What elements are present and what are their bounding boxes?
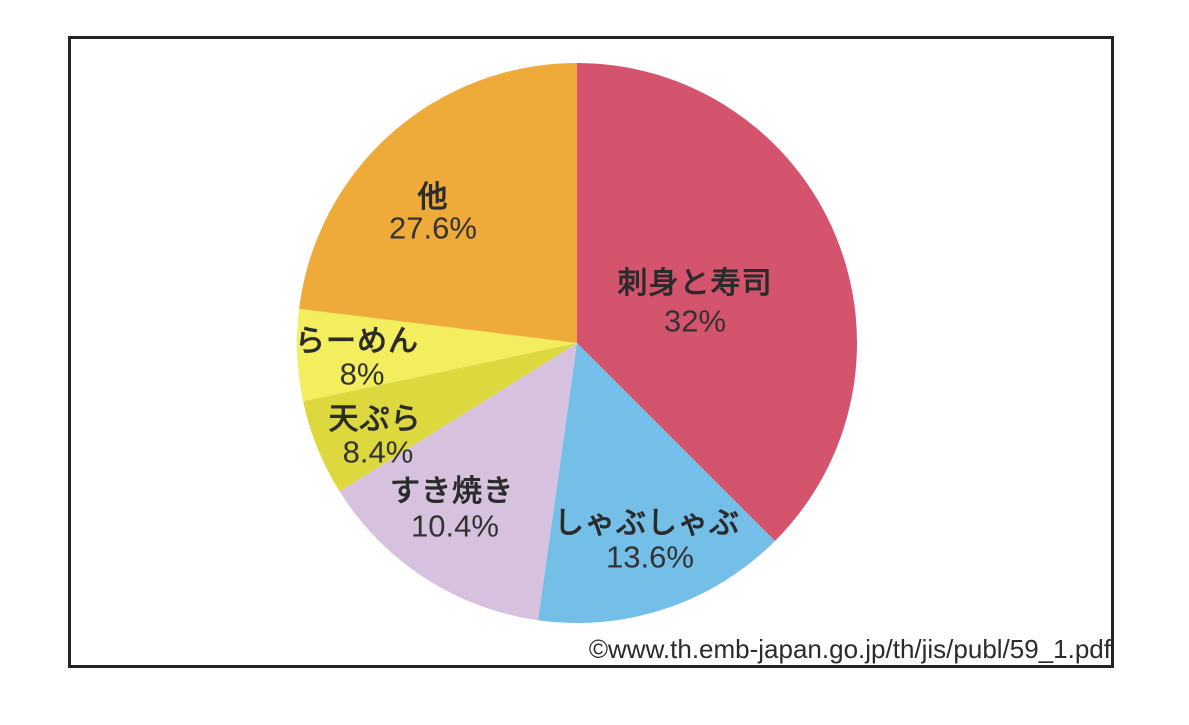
slice-label-tempura: 天ぷら <box>328 403 422 436</box>
pie-slice-shabu-shabu <box>538 343 775 624</box>
slice-label-sukiyaki: すき焼き <box>390 475 514 508</box>
slice-percent-tempura: 8.4% <box>342 434 414 470</box>
slice-percent-other: 27.6% <box>389 210 477 246</box>
pie-slice-ramen <box>297 308 577 402</box>
source-credit-text: ©www.th.emb-japan.go.jp/th/jis/publ/59_1… <box>588 634 1111 664</box>
slice-percent-sashimi-and-sushi: 32% <box>663 303 727 339</box>
slice-percent-sukiyaki: 10.4% <box>411 508 499 544</box>
slice-percent-ramen: 8% <box>339 356 385 392</box>
pie-slice-sashimi-and-sushi <box>577 63 858 541</box>
pie-slice-sukiyaki <box>339 343 577 621</box>
slice-label-sashimi-and-sushi: 刺身と寿司 <box>617 267 773 300</box>
slice-label-other: 他 <box>417 181 449 214</box>
slice-label-shabu-shabu: しゃぶしゃぶ <box>554 507 740 540</box>
slice-label-ramen: らーめん <box>295 325 419 358</box>
pie-slice-tempura <box>303 343 577 492</box>
pie-slice-other <box>299 63 577 343</box>
slice-percent-shabu-shabu: 13.6% <box>606 539 694 575</box>
